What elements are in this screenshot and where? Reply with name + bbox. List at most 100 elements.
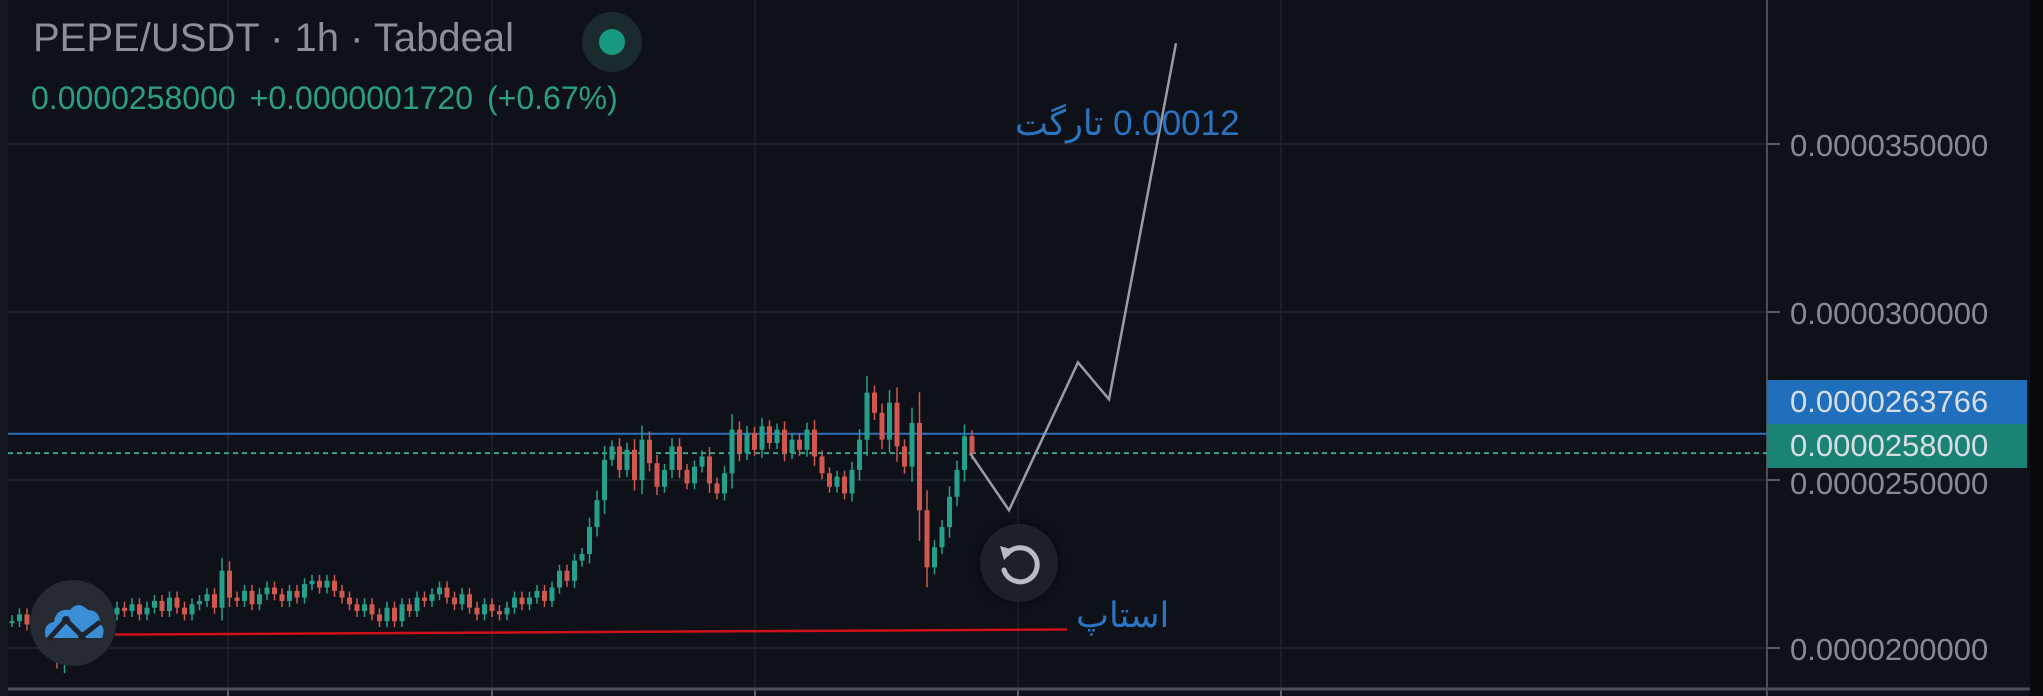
candle-body xyxy=(354,604,360,612)
candle-body xyxy=(752,432,757,450)
candle-body xyxy=(504,607,510,615)
candle-body xyxy=(954,469,960,497)
candle-body xyxy=(939,527,945,548)
candle-body xyxy=(452,597,457,605)
candle-body xyxy=(632,449,637,480)
candle-body xyxy=(489,604,495,612)
candle-body xyxy=(219,570,225,608)
candle-body xyxy=(339,590,345,598)
candle-body xyxy=(609,446,615,460)
candle-body xyxy=(654,463,660,487)
candle-body xyxy=(272,587,277,595)
candle-body xyxy=(144,607,150,615)
candle-body xyxy=(572,560,577,581)
candle-body xyxy=(422,597,427,601)
candle-body xyxy=(774,429,780,444)
candle-body xyxy=(587,527,592,554)
candle-body xyxy=(242,590,247,601)
candle-body xyxy=(129,604,135,612)
candle-body xyxy=(234,597,240,601)
candle-body xyxy=(369,604,375,615)
candle-body xyxy=(482,604,487,615)
candle-body xyxy=(459,594,465,605)
candle-body xyxy=(159,600,165,612)
candle-body xyxy=(669,446,675,470)
candle-body xyxy=(812,429,817,457)
candle-body xyxy=(137,604,142,615)
stop-annotation[interactable]: استاپ xyxy=(1076,596,1170,635)
candle-body xyxy=(174,597,180,608)
candle-body xyxy=(257,594,262,605)
current-price-tag: 0.0000258000 xyxy=(1767,424,2027,468)
cloud-chart-logo-icon[interactable] xyxy=(30,580,116,666)
candle-body xyxy=(617,446,622,470)
candle-body xyxy=(902,446,907,467)
candle-body xyxy=(834,476,840,487)
candle-body xyxy=(204,594,210,601)
candle-body xyxy=(729,429,735,474)
symbol-title[interactable]: PEPE/USDT · 1h · Tabdeal xyxy=(33,16,514,60)
candle-body xyxy=(827,473,832,487)
target-annotation[interactable]: 0.00012 تارگت xyxy=(1015,104,1240,143)
candle-body xyxy=(429,594,435,601)
candle-body xyxy=(399,604,405,622)
candle-body xyxy=(722,473,727,494)
candle-body xyxy=(789,439,795,454)
candle-body xyxy=(294,590,300,598)
candle-body xyxy=(917,422,922,511)
candle-body xyxy=(182,607,187,615)
candle-body xyxy=(782,429,787,454)
reset-chart-button[interactable] xyxy=(980,524,1058,602)
candle-body xyxy=(707,456,712,484)
candle-body xyxy=(864,392,870,440)
candle-body xyxy=(557,570,562,588)
candle-body xyxy=(662,469,667,487)
y-tick-label: 0.0000350000 xyxy=(1790,128,1989,163)
stop-trendline xyxy=(114,628,1068,636)
candle-body xyxy=(332,580,337,591)
candle-body xyxy=(347,597,352,605)
candle-body xyxy=(287,590,292,601)
candle-body xyxy=(602,459,607,501)
left-edge xyxy=(0,0,8,696)
candle-body xyxy=(249,590,255,605)
candle-body xyxy=(17,614,22,622)
candle-body xyxy=(519,597,525,605)
price-change: +0.0000001720 xyxy=(249,80,473,116)
candle-body xyxy=(887,402,892,440)
candle-body xyxy=(857,439,862,470)
candle-body xyxy=(797,439,802,450)
candle-body xyxy=(189,604,195,615)
candle-body xyxy=(579,553,585,561)
candle-body xyxy=(152,600,157,608)
candle-body xyxy=(714,483,720,494)
candle-body xyxy=(804,429,810,450)
candle-body xyxy=(744,432,750,454)
price-change-pct: (+0.67%) xyxy=(487,80,618,116)
candle-body xyxy=(227,570,232,598)
candle-body xyxy=(534,590,540,598)
candle-body xyxy=(527,597,532,605)
candle-body xyxy=(684,469,690,484)
candle-body xyxy=(594,500,600,528)
candle-body xyxy=(377,614,382,622)
candle-body xyxy=(909,422,915,467)
candle-body xyxy=(542,590,547,601)
candle-body xyxy=(414,597,420,612)
candle-body xyxy=(549,587,555,601)
candle-body xyxy=(512,597,517,608)
horizontal-line-price-tag: 0.0000263766 xyxy=(1767,380,2027,424)
last-price: 0.0000258000 xyxy=(31,80,236,116)
market-status-indicator[interactable] xyxy=(582,12,642,72)
candle-body xyxy=(167,597,172,612)
candle-body xyxy=(302,584,307,598)
candle-body xyxy=(879,412,885,440)
candle-body xyxy=(122,607,127,612)
candle-body xyxy=(624,449,630,470)
candle-body xyxy=(467,594,472,608)
candle-body xyxy=(279,594,285,601)
candle-body xyxy=(114,607,120,615)
candle-body xyxy=(264,587,270,595)
candle-body xyxy=(692,466,697,484)
